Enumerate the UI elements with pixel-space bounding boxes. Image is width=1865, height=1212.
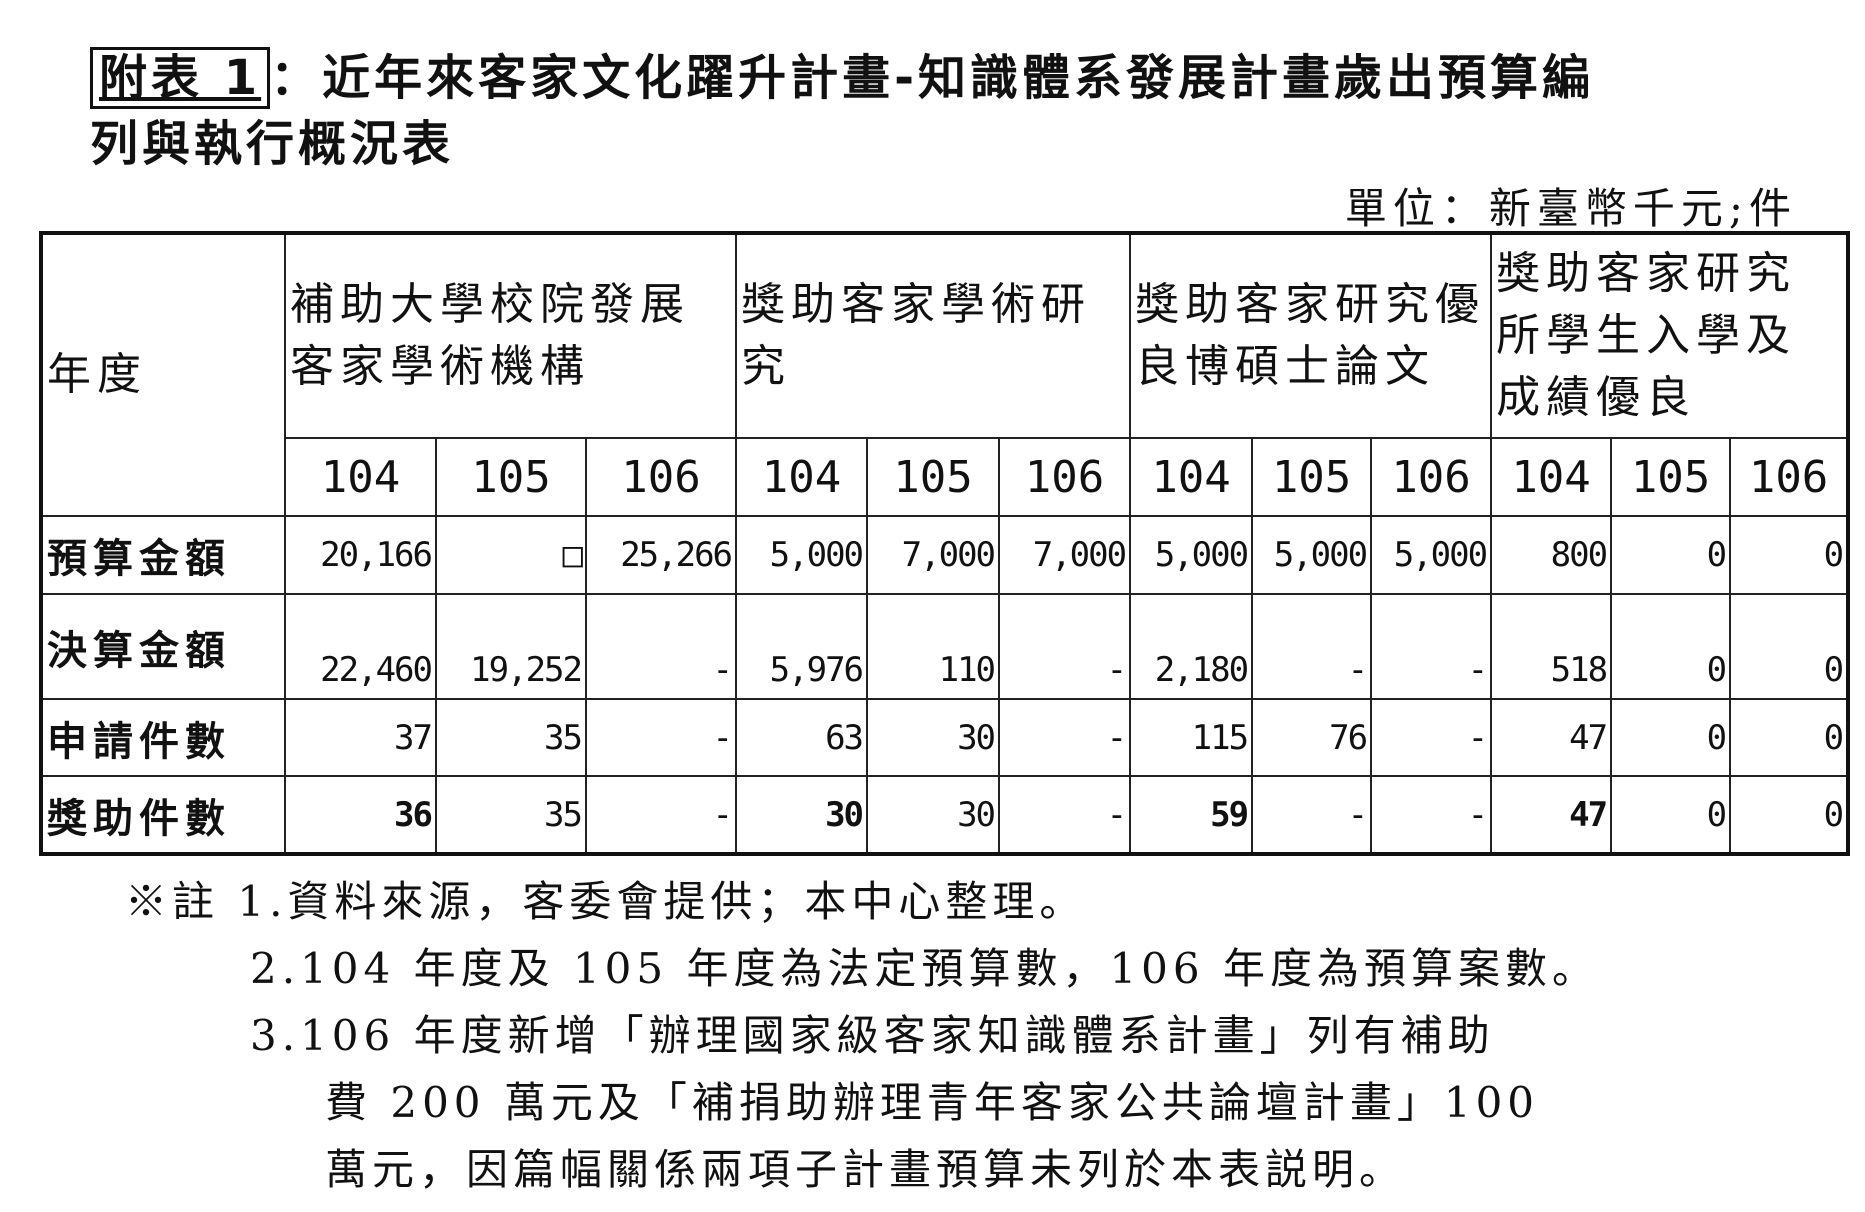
value-cell: 63 <box>735 698 869 777</box>
value-cell: 0 <box>1610 515 1732 595</box>
value-cell: 5,000 <box>1129 515 1254 595</box>
value-cell: 800 <box>1490 515 1613 595</box>
value-cell: 25,266 <box>584 515 738 595</box>
year-cell: 104 <box>284 437 437 517</box>
value-cell: 35 <box>435 698 587 777</box>
table-title: 附表 1 ：近年來客家文化躍升計畫-知識體系發展計畫歲出預算編 <box>90 38 1595 109</box>
value-cell: 7,000 <box>998 515 1132 595</box>
value-cell: 518 <box>1490 593 1613 700</box>
value-cell: 47 <box>1490 775 1613 855</box>
year-cell: 106 <box>584 437 738 517</box>
title-line-1: ：近年來客家文化躍升計畫-知識體系發展計畫歲出預算編 <box>270 50 1595 106</box>
value-cell: - <box>998 698 1132 777</box>
value-cell: 5,000 <box>1251 515 1373 595</box>
value-cell: - <box>1370 775 1493 855</box>
value-cell: 30 <box>866 698 1001 777</box>
value-cell: 37 <box>284 698 437 777</box>
value-cell: 30 <box>866 775 1001 855</box>
row-label: 獎助件數 <box>40 775 286 855</box>
table-row: 獎助件數 36 35-30 30-59- -47 0 0 <box>40 775 1850 855</box>
value-cell: - <box>1370 698 1493 777</box>
value-cell: - <box>1370 593 1493 700</box>
note-1: ※註 1.資料來源，客委會提供；本中心整理。 <box>125 877 1087 926</box>
value-cell: 0 <box>1729 515 1850 595</box>
group-header: 獎助客家學術研究 <box>735 232 1132 439</box>
value-cell: - <box>1251 593 1373 700</box>
group-header: 補助大學校院發展客家學術機構 <box>283 232 738 439</box>
value-cell: 110 <box>866 593 1001 700</box>
value-cell: 0 <box>1610 593 1732 700</box>
year-cell: 106 <box>998 437 1132 517</box>
appendix-tag: 附表 1 <box>90 47 271 109</box>
table-row: 預算金額 20,166 □ 25,266 5,000 7,000 7,000 5,000 5,0… <box>40 515 1850 595</box>
year-cell: 105 <box>1251 437 1373 517</box>
row-label: 預算金額 <box>40 515 286 595</box>
value-cell: 5,976 <box>735 593 869 700</box>
value-cell: 22,460 <box>284 593 437 700</box>
note-3-cont: 費 200 萬元及「補捐助辦理青年客家公共論壇計畫」100 <box>325 1078 1540 1127</box>
value-cell: 0 <box>1729 698 1850 777</box>
year-header: 年度 <box>40 232 286 517</box>
value-cell: □ <box>435 515 587 595</box>
year-cell: 104 <box>735 437 869 517</box>
year-cell: 104 <box>1129 437 1254 517</box>
note-3: 3.106 年度新增「辦理國家級客家知識體系計畫」列有補助 <box>250 1011 1495 1060</box>
value-cell: - <box>584 775 738 855</box>
value-cell: 0 <box>1610 698 1732 777</box>
value-cell: 0 <box>1729 593 1850 700</box>
year-cell: 105 <box>435 437 587 517</box>
row-label: 決算金額 <box>40 593 286 700</box>
value-cell: 7,000 <box>866 515 1001 595</box>
year-cell: 105 <box>1610 437 1732 517</box>
value-cell: 0 <box>1610 775 1732 855</box>
value-cell: 19,252 <box>435 593 587 700</box>
table-row: 申請件數 37 35-63 30-115 76-47 0 0 <box>40 698 1850 777</box>
value-cell: 36 <box>284 775 437 855</box>
value-cell: 59 <box>1129 775 1254 855</box>
value-cell: 5,000 <box>735 515 869 595</box>
value-cell: 115 <box>1129 698 1254 777</box>
group-header: 獎助客家研究優良博碩士論文 <box>1129 232 1493 439</box>
budget-table: 年度 補助大學校院發展客家學術機構 獎助客家學術研究 獎助客家研究優良博碩士論文… <box>39 231 1851 856</box>
value-cell: 0 <box>1729 775 1850 855</box>
row-label: 申請件數 <box>40 698 286 777</box>
value-cell: 47 <box>1490 698 1613 777</box>
year-cell: 106 <box>1729 437 1850 517</box>
value-cell: 30 <box>735 775 869 855</box>
value-cell: 5,000 <box>1370 515 1493 595</box>
year-cell: 105 <box>866 437 1001 517</box>
title-line-2: 列與執行概況表 <box>90 116 455 172</box>
value-cell: - <box>1251 775 1373 855</box>
value-cell: 76 <box>1251 698 1373 777</box>
value-cell: 2,180 <box>1129 593 1254 700</box>
value-cell: - <box>998 775 1132 855</box>
unit-label: 單位：新臺幣千元;件 <box>1344 184 1797 233</box>
value-cell: - <box>584 593 738 700</box>
note-2: 2.104 年度及 105 年度為法定預算數，106 年度為預算案數。 <box>250 944 1599 993</box>
table-row: 決算金額 22,460 19,252-5,976 110-2,180- -518 0 0 <box>40 593 1850 700</box>
value-cell: 35 <box>435 775 587 855</box>
group-header: 獎助客家研究所學生入學及成績優良 <box>1490 232 1850 439</box>
value-cell: - <box>998 593 1132 700</box>
value-cell: - <box>584 698 738 777</box>
year-cell: 104 <box>1490 437 1613 517</box>
year-cell: 106 <box>1370 437 1493 517</box>
value-cell: 20,166 <box>284 515 437 595</box>
note-3-cont2: 萬元，因篇幅關係兩項子計畫預算未列於本表説明。 <box>325 1145 1407 1194</box>
